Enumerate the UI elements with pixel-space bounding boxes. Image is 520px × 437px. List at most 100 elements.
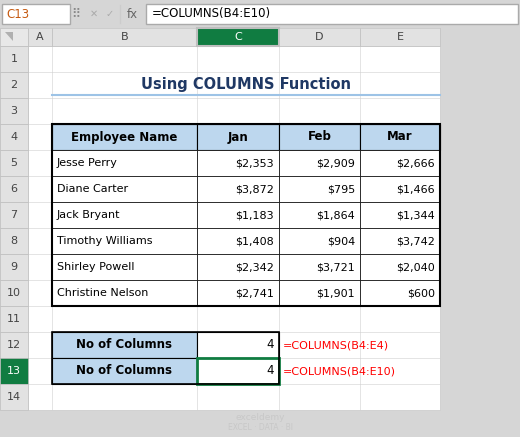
- Bar: [0, 0, 520, 28]
- Bar: [0, 98, 28, 124]
- Text: Timothy Williams: Timothy Williams: [57, 236, 152, 246]
- Text: $1,901: $1,901: [316, 288, 355, 298]
- Text: $795: $795: [327, 184, 355, 194]
- Bar: [52, 280, 197, 306]
- Bar: [52, 176, 197, 202]
- Bar: [360, 254, 440, 280]
- Bar: [0, 384, 28, 410]
- Text: $1,408: $1,408: [235, 236, 274, 246]
- Text: 3: 3: [10, 106, 18, 116]
- Text: 9: 9: [10, 262, 18, 272]
- Text: 6: 6: [10, 184, 18, 194]
- Text: ⠿: ⠿: [71, 7, 81, 21]
- Bar: [197, 124, 279, 150]
- Bar: [0, 280, 28, 306]
- Bar: [0, 124, 28, 150]
- Text: 11: 11: [7, 314, 21, 324]
- Bar: [52, 332, 197, 358]
- Text: fx: fx: [126, 7, 138, 21]
- Text: Jesse Perry: Jesse Perry: [57, 158, 118, 168]
- Text: A: A: [36, 32, 44, 42]
- Bar: [279, 28, 360, 46]
- Bar: [360, 28, 440, 46]
- Text: Jack Bryant: Jack Bryant: [57, 210, 121, 220]
- Bar: [0, 46, 28, 72]
- Bar: [0, 176, 28, 202]
- Text: $1,864: $1,864: [316, 210, 355, 220]
- Bar: [0, 306, 28, 332]
- Bar: [197, 150, 279, 176]
- Bar: [0, 332, 28, 358]
- Text: Employee Name: Employee Name: [71, 131, 178, 143]
- Bar: [52, 358, 197, 384]
- Text: 5: 5: [10, 158, 18, 168]
- Text: 7: 7: [10, 210, 18, 220]
- Bar: [28, 28, 440, 410]
- Bar: [52, 28, 197, 46]
- Bar: [279, 150, 360, 176]
- Bar: [197, 332, 279, 358]
- Text: B: B: [121, 32, 128, 42]
- Text: 8: 8: [10, 236, 18, 246]
- Text: 4: 4: [267, 339, 274, 351]
- Text: ✓: ✓: [106, 9, 114, 19]
- Text: $3,872: $3,872: [235, 184, 274, 194]
- Text: C13: C13: [6, 7, 29, 21]
- Text: 2: 2: [10, 80, 18, 90]
- Text: 10: 10: [7, 288, 21, 298]
- Text: $2,353: $2,353: [236, 158, 274, 168]
- Text: $600: $600: [407, 288, 435, 298]
- Bar: [279, 124, 360, 150]
- Bar: [146, 4, 518, 24]
- Text: $2,741: $2,741: [235, 288, 274, 298]
- Text: $2,040: $2,040: [396, 262, 435, 272]
- Text: No of Columns: No of Columns: [76, 339, 173, 351]
- Text: $3,742: $3,742: [396, 236, 435, 246]
- Bar: [197, 228, 279, 254]
- Text: 13: 13: [7, 366, 21, 376]
- Text: $2,909: $2,909: [316, 158, 355, 168]
- Bar: [279, 176, 360, 202]
- Bar: [0, 28, 28, 46]
- Bar: [0, 72, 28, 98]
- Text: $1,466: $1,466: [396, 184, 435, 194]
- Text: ✕: ✕: [90, 9, 98, 19]
- Bar: [197, 176, 279, 202]
- Bar: [197, 46, 279, 410]
- Text: 4: 4: [10, 132, 18, 142]
- Text: exceldemy: exceldemy: [235, 413, 285, 423]
- Bar: [197, 202, 279, 228]
- Bar: [52, 124, 440, 306]
- Bar: [197, 358, 279, 384]
- Bar: [197, 254, 279, 280]
- Bar: [279, 254, 360, 280]
- Polygon shape: [5, 32, 13, 41]
- Text: =COLUMNS(B4:E4): =COLUMNS(B4:E4): [283, 340, 389, 350]
- Text: E: E: [397, 32, 404, 42]
- Text: Diane Carter: Diane Carter: [57, 184, 128, 194]
- Bar: [360, 124, 440, 150]
- Text: $2,342: $2,342: [235, 262, 274, 272]
- Bar: [360, 150, 440, 176]
- Text: 1: 1: [10, 54, 18, 64]
- Bar: [52, 202, 197, 228]
- Bar: [28, 28, 52, 46]
- Bar: [0, 202, 28, 228]
- Bar: [360, 280, 440, 306]
- Bar: [52, 332, 279, 384]
- Bar: [279, 280, 360, 306]
- Text: Mar: Mar: [387, 131, 413, 143]
- Text: $2,666: $2,666: [396, 158, 435, 168]
- Text: Shirley Powell: Shirley Powell: [57, 262, 135, 272]
- Bar: [279, 202, 360, 228]
- Text: =COLUMNS(B4:E10): =COLUMNS(B4:E10): [152, 7, 271, 21]
- Bar: [0, 358, 28, 384]
- Bar: [360, 228, 440, 254]
- Bar: [52, 228, 197, 254]
- Text: $1,344: $1,344: [396, 210, 435, 220]
- Text: D: D: [315, 32, 324, 42]
- Text: =COLUMNS(B4:E10): =COLUMNS(B4:E10): [283, 366, 396, 376]
- Bar: [0, 150, 28, 176]
- Text: Using COLUMNS Function: Using COLUMNS Function: [141, 77, 351, 93]
- Bar: [52, 254, 197, 280]
